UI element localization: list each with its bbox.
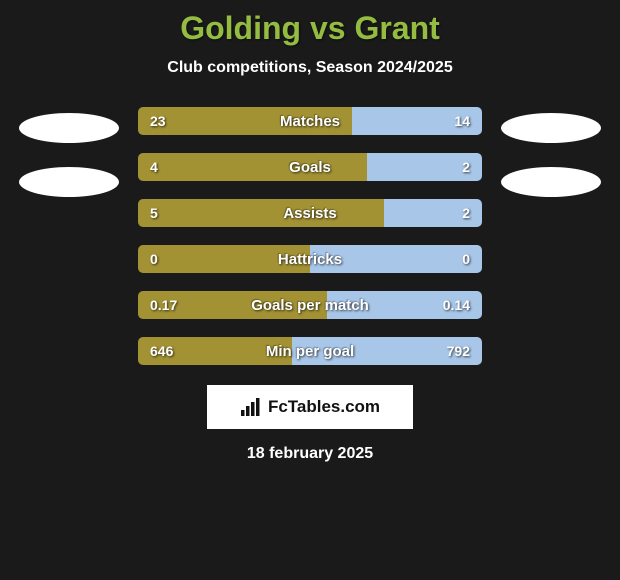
- title-player2: Grant: [354, 10, 439, 46]
- stat-label: Matches: [280, 113, 340, 130]
- stat-label: Goals per match: [251, 297, 369, 314]
- player1-avatar-column: [0, 107, 138, 365]
- stat-bar: 00Hattricks: [138, 245, 482, 273]
- stats-comparison: 2314Matches 42Goals 52Assists 00Hattricks 0.…: [0, 107, 620, 365]
- stat-label: Goals: [289, 159, 331, 176]
- brand-text: FcTables.com: [268, 397, 380, 417]
- stat-bar: 0.170.14Goals per match: [138, 291, 482, 319]
- stat-label: Hattricks: [278, 251, 342, 268]
- page-title: Golding vs Grant: [0, 10, 620, 47]
- chart-icon: [240, 398, 262, 416]
- stat-bar: 2314Matches: [138, 107, 482, 135]
- brand-badge[interactable]: FcTables.com: [207, 385, 413, 429]
- player1-logo-placeholder: [19, 167, 119, 197]
- player1-avatar-placeholder: [19, 113, 119, 143]
- player2-avatar-column: [482, 107, 620, 365]
- stat-label: Assists: [283, 205, 336, 222]
- subtitle: Club competitions, Season 2024/2025: [0, 59, 620, 77]
- stat-bar: 42Goals: [138, 153, 482, 181]
- title-player1: Golding: [180, 10, 301, 46]
- date: 18 february 2025: [0, 445, 620, 463]
- title-vs: vs: [301, 10, 354, 46]
- player2-avatar-placeholder: [501, 113, 601, 143]
- stat-bar: 52Assists: [138, 199, 482, 227]
- stat-label: Min per goal: [266, 343, 354, 360]
- stat-bar: 646792Min per goal: [138, 337, 482, 365]
- player2-logo-placeholder: [501, 167, 601, 197]
- stat-bars-column: 2314Matches 42Goals 52Assists 00Hattricks 0.…: [138, 107, 482, 365]
